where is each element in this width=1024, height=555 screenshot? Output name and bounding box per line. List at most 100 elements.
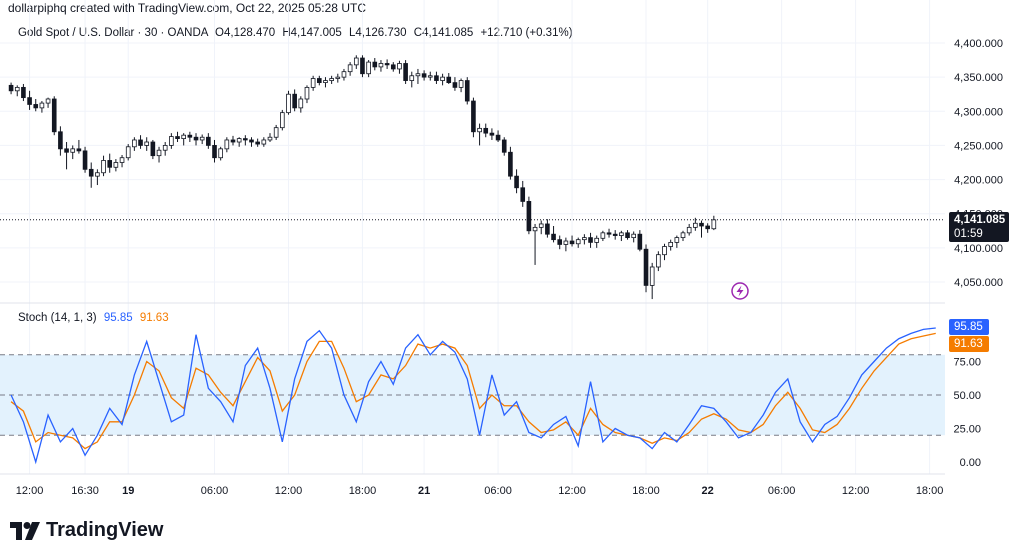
candle bbox=[353, 55, 359, 69]
candle bbox=[150, 139, 156, 160]
candle bbox=[662, 243, 667, 261]
candle bbox=[378, 60, 384, 72]
candle bbox=[181, 133, 186, 146]
candle bbox=[95, 169, 100, 186]
ohlc-close: C4,141.085 bbox=[413, 27, 474, 39]
candle bbox=[569, 235, 575, 247]
candle bbox=[637, 230, 643, 252]
candle bbox=[582, 234, 587, 245]
candle bbox=[693, 217, 698, 231]
time-tick-label: 18:00 bbox=[632, 485, 660, 497]
time-tick-label: 12:00 bbox=[16, 485, 44, 497]
candle bbox=[267, 133, 273, 143]
candle bbox=[656, 251, 661, 272]
candle bbox=[705, 223, 710, 233]
candle bbox=[619, 230, 624, 242]
candle bbox=[409, 71, 415, 88]
candle bbox=[193, 133, 199, 146]
stoch-legend: Stoch (14, 1, 3) 95.85 91.63 bbox=[18, 312, 169, 324]
candle bbox=[397, 60, 402, 74]
candle bbox=[545, 219, 550, 238]
candle bbox=[612, 230, 618, 240]
stoch-name: Stoch (14, 1, 3) bbox=[18, 312, 97, 324]
candle bbox=[600, 230, 606, 242]
candle bbox=[686, 223, 692, 236]
candle bbox=[316, 75, 322, 86]
candle bbox=[249, 137, 254, 147]
candle bbox=[310, 75, 316, 91]
price-tick-label: 4,400.000 bbox=[954, 38, 1003, 50]
candle bbox=[532, 223, 538, 265]
tradingview-brand[interactable]: TradingView bbox=[10, 519, 163, 542]
candle bbox=[594, 235, 600, 248]
candle bbox=[495, 130, 501, 143]
candle bbox=[458, 78, 464, 93]
candle bbox=[557, 235, 563, 250]
candle bbox=[427, 71, 433, 81]
candle bbox=[273, 124, 279, 140]
candle bbox=[138, 135, 143, 149]
tradingview-logo-icon bbox=[10, 521, 40, 540]
candle bbox=[243, 135, 248, 146]
time-tick-label: 12:00 bbox=[842, 485, 870, 497]
candle bbox=[323, 77, 328, 88]
candle bbox=[514, 169, 519, 194]
candle bbox=[471, 97, 476, 138]
candle bbox=[477, 123, 482, 146]
candle bbox=[668, 239, 673, 251]
ohlc-change: +12.710 (+0.31%) bbox=[480, 27, 573, 39]
candle bbox=[372, 58, 378, 71]
time-tick-label: 12:00 bbox=[275, 485, 303, 497]
candle bbox=[255, 138, 260, 147]
candle bbox=[649, 262, 655, 300]
symbol-name: Gold Spot / U.S. Dollar · 30 · OANDA bbox=[18, 27, 208, 39]
time-tick-label: 12:00 bbox=[558, 485, 586, 497]
candle bbox=[187, 131, 193, 143]
candle bbox=[224, 137, 230, 153]
price-tick-label: 4,100.000 bbox=[954, 243, 1003, 255]
price-tick-label: 4,250.000 bbox=[954, 140, 1003, 152]
time-tick-label: 21 bbox=[418, 485, 430, 497]
time-tick-label: 06:00 bbox=[201, 485, 229, 497]
stoch-k-value: 95.85 bbox=[103, 312, 133, 324]
stoch-band-lines bbox=[0, 354, 945, 436]
candle bbox=[575, 237, 581, 248]
candle bbox=[8, 82, 14, 95]
candle bbox=[261, 137, 267, 147]
candle bbox=[64, 142, 69, 170]
candle bbox=[711, 215, 717, 231]
candle bbox=[347, 62, 353, 76]
stoch-y-axis-labels: 75.00 50.00 25.00 0.00 bbox=[953, 357, 981, 470]
candle bbox=[236, 137, 242, 147]
candle bbox=[699, 220, 704, 238]
candle bbox=[563, 237, 569, 252]
stoch-tick-label: 25.00 bbox=[953, 424, 981, 436]
candle bbox=[538, 220, 544, 235]
candle bbox=[88, 162, 94, 188]
time-tick-label: 18:00 bbox=[349, 485, 377, 497]
lightning-event-icon[interactable] bbox=[731, 282, 749, 300]
candle bbox=[125, 144, 131, 161]
time-tick-label: 19 bbox=[122, 485, 134, 497]
candle bbox=[360, 55, 365, 78]
candle bbox=[452, 77, 458, 91]
stoch-tick-label: 75.00 bbox=[953, 357, 981, 369]
candle bbox=[218, 146, 223, 161]
time-tick-label: 18:00 bbox=[916, 485, 944, 497]
time-tick-label: 06:00 bbox=[768, 485, 796, 497]
candle bbox=[175, 131, 180, 143]
candle bbox=[298, 96, 304, 113]
candle bbox=[606, 228, 612, 238]
candle bbox=[625, 230, 630, 240]
candle bbox=[489, 128, 495, 140]
candle bbox=[101, 155, 106, 177]
time-tick-label: 16:30 bbox=[71, 485, 99, 497]
candle bbox=[464, 77, 470, 105]
candle bbox=[483, 123, 489, 138]
time-tick-label: 22 bbox=[702, 485, 714, 497]
candle bbox=[33, 98, 39, 112]
candle bbox=[366, 60, 371, 78]
candle bbox=[390, 62, 396, 72]
price-tick-label: 4,300.000 bbox=[954, 106, 1003, 118]
